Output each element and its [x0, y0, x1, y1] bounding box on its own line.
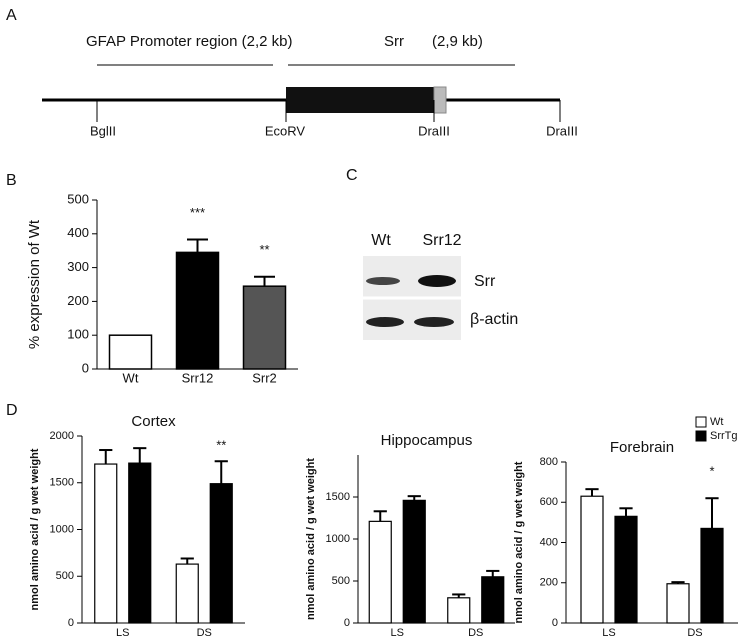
y-axis-label: nmol amino acid / g wet weight: [305, 458, 317, 620]
site-label: DraIII: [546, 123, 578, 138]
x-tick-label: LS: [116, 627, 129, 639]
significance: **: [259, 242, 269, 257]
significance: *: [709, 463, 714, 478]
x-tick-label: DS: [197, 627, 212, 639]
bar: [108, 334, 153, 370]
legend-label: SrrTg: [710, 430, 738, 442]
y-tick-label: 500: [67, 191, 89, 206]
y-tick-label: 200: [540, 577, 558, 589]
y-tick-label: 1500: [326, 491, 350, 503]
x-tick-label: LS: [391, 627, 404, 639]
panel-label: B: [6, 172, 17, 189]
bar: [175, 251, 220, 370]
y-tick-label: 400: [67, 225, 89, 240]
y-tick-label: 0: [344, 617, 350, 629]
y-tick-label: 100: [67, 327, 89, 342]
y-tick-label: 1000: [50, 523, 74, 535]
bar: [128, 462, 152, 624]
y-tick-label: 2000: [50, 430, 74, 442]
utr-box: [433, 86, 447, 114]
y-tick-label: 500: [56, 570, 74, 582]
y-axis-label: nmol amino acid / g wet weight: [513, 461, 525, 623]
site-label: BglII: [90, 123, 116, 138]
y-tick-label: 800: [540, 456, 558, 468]
bar: [700, 527, 724, 624]
chart-title: Forebrain: [610, 439, 674, 456]
blot-band: [418, 275, 456, 287]
y-axis-label: % expression of Wt: [26, 219, 43, 349]
lane-label: Srr12: [422, 232, 461, 249]
bar: [242, 285, 287, 370]
bar: [209, 483, 233, 624]
bar: [402, 499, 426, 624]
y-tick-label: 0: [552, 617, 558, 629]
site-label: DraIII: [418, 123, 450, 138]
site-label: EcoRV: [265, 123, 306, 138]
x-tick-label: DS: [687, 627, 702, 639]
y-tick-label: 0: [82, 360, 89, 375]
legend-swatch: [695, 416, 707, 428]
chart-title: Hippocampus: [381, 432, 473, 449]
western-blot: Wt Srr12 Srr β-actin: [363, 232, 518, 340]
chart-title: Cortex: [131, 413, 176, 430]
y-tick-label: 600: [540, 496, 558, 508]
bar: [94, 463, 118, 624]
y-tick-label: 300: [67, 259, 89, 274]
bar: [666, 583, 690, 624]
blot-band: [366, 317, 404, 327]
y-tick-label: 0: [68, 617, 74, 629]
y-tick-label: 200: [67, 293, 89, 308]
bar: [368, 520, 392, 624]
gene-box: [286, 87, 434, 113]
band-label: β-actin: [470, 311, 518, 328]
gene-diagram: GFAP Promoter region (2,2 kb) Srr (2,9 k…: [42, 33, 578, 138]
legend-label: Wt: [710, 416, 723, 428]
panel-label: C: [346, 167, 358, 184]
bar: [481, 576, 505, 624]
bar: [614, 515, 638, 624]
panel-label: A: [6, 7, 17, 24]
band-label: Srr: [474, 273, 496, 290]
bar: [447, 597, 471, 624]
blot-band: [366, 277, 400, 285]
y-tick-label: 1000: [326, 533, 350, 545]
bar: [175, 563, 199, 624]
y-tick-label: 1500: [50, 477, 74, 489]
bar: [580, 495, 604, 624]
x-tick-label: Srr12: [182, 370, 214, 385]
x-tick-label: Srr2: [252, 370, 277, 385]
significance: **: [216, 437, 226, 452]
panel-label: D: [6, 402, 18, 419]
x-tick-label: DS: [468, 627, 483, 639]
lane-label: Wt: [371, 232, 391, 249]
region-label: GFAP Promoter region (2,2 kb): [86, 33, 292, 50]
x-tick-label: Wt: [123, 370, 139, 385]
significance: ***: [190, 205, 205, 220]
gene-size: (2,9 kb): [432, 33, 483, 50]
y-tick-label: 500: [332, 575, 350, 587]
y-tick-label: 400: [540, 536, 558, 548]
legend-swatch: [695, 430, 707, 442]
x-tick-label: LS: [602, 627, 615, 639]
y-axis-label: nmol amino acid / g wet weight: [29, 448, 41, 610]
blot-band: [414, 317, 454, 327]
gene-label: Srr: [384, 33, 404, 50]
